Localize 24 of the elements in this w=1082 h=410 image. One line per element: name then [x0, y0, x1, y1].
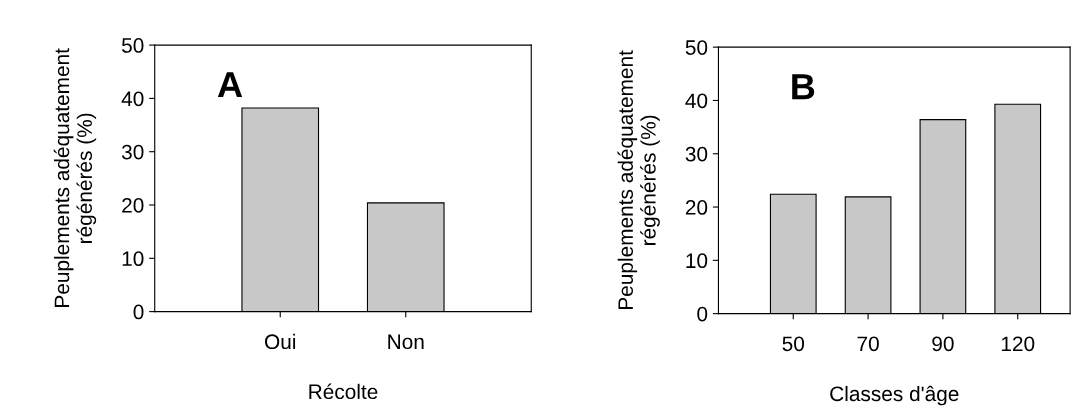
x-axis-title: Classes d'âge — [830, 385, 959, 406]
x-tick-label: 50 — [782, 336, 805, 352]
y-tick-label: 10 — [122, 251, 144, 267]
y-tick-label: 40 — [685, 93, 708, 109]
annotation: B — [792, 74, 815, 100]
y-tick-label: 0 — [697, 306, 708, 322]
y-axis-title: Peuplements adéquatement régénérés (%) — [53, 48, 97, 307]
y-tick-label: 40 — [121, 91, 144, 107]
y-tick-label: 10 — [686, 253, 708, 269]
x-axis-title: Récolte — [309, 383, 378, 400]
y-tick-label: 50 — [121, 38, 144, 53]
y-tick-label: 0 — [133, 304, 144, 320]
x-tick-label: Oui — [265, 333, 296, 350]
y-axis-title: Peuplements adéquatement régénérés (%) — [617, 50, 660, 309]
x-tick-label: 70 — [857, 336, 879, 352]
y-tick-label: 20 — [122, 198, 144, 213]
y-tick-label: 30 — [685, 146, 708, 162]
annotation: A — [217, 72, 243, 98]
x-tick-label: 90 — [932, 336, 954, 352]
x-tick-label: 120 — [1001, 336, 1035, 352]
y-tick-label: 20 — [685, 200, 708, 215]
y-tick-label: 30 — [121, 144, 144, 160]
y-tick-label: 50 — [685, 40, 708, 55]
x-tick-label: Non — [388, 334, 424, 350]
